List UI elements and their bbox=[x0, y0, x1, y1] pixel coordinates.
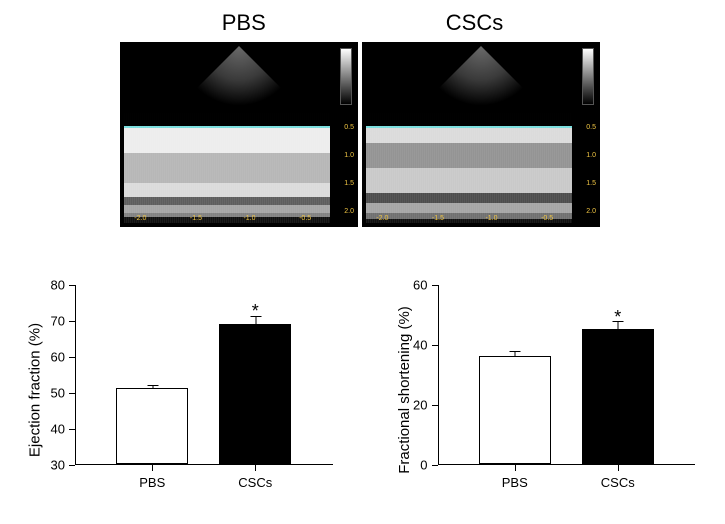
y-tick-label: 70 bbox=[51, 314, 65, 329]
y-tick-label: 60 bbox=[413, 278, 427, 293]
x-axis-line bbox=[438, 464, 696, 465]
grayscale-bar-icon bbox=[582, 48, 594, 105]
depth-tick: 1.5 bbox=[578, 180, 596, 187]
depth-tick: 1.0 bbox=[578, 152, 596, 159]
ejection-fraction-chart: Ejection fraction (%) 304050607080PBSCSC… bbox=[0, 275, 363, 505]
depth-tick: 0.5 bbox=[578, 124, 596, 131]
x-tick bbox=[152, 465, 153, 471]
x-axis-line bbox=[75, 464, 333, 465]
depth-scale: 0.5 1.0 1.5 2.0 bbox=[576, 110, 596, 223]
ultrasound-sector-icon bbox=[421, 46, 541, 106]
y-tick-label: 50 bbox=[51, 386, 65, 401]
echo-cscs-panel: 0.5 1.0 1.5 2.0 -2.0 -1.5 -1.0 -0.5 bbox=[362, 42, 600, 227]
significance-marker: * bbox=[614, 307, 621, 328]
y-tick bbox=[432, 465, 438, 466]
m-mode-trace bbox=[366, 113, 572, 223]
plot-area: 0204060PBSCSCs* bbox=[438, 285, 696, 465]
depth-tick: 1.5 bbox=[336, 180, 354, 187]
y-tick bbox=[69, 465, 75, 466]
time-tick: -0.5 bbox=[299, 215, 311, 222]
y-tick bbox=[69, 357, 75, 358]
time-tick: -1.0 bbox=[485, 215, 497, 222]
y-tick bbox=[69, 393, 75, 394]
echo-pbs-panel: 0.5 1.0 1.5 2.0 -2.0 -1.5 -1.0 -0.5 bbox=[120, 42, 358, 227]
time-tick: -0.5 bbox=[541, 215, 553, 222]
m-mode-trace bbox=[124, 113, 330, 223]
time-tick: -1.5 bbox=[190, 215, 202, 222]
x-tick-label: CSCs bbox=[601, 475, 635, 490]
depth-tick: 2.0 bbox=[578, 208, 596, 215]
x-tick bbox=[515, 465, 516, 471]
y-tick bbox=[432, 285, 438, 286]
y-tick bbox=[69, 285, 75, 286]
y-tick-label: 40 bbox=[51, 422, 65, 437]
label-cscs: CSCs bbox=[446, 10, 503, 36]
y-tick bbox=[69, 321, 75, 322]
label-pbs: PBS bbox=[222, 10, 266, 36]
x-tick-label: PBS bbox=[502, 475, 528, 490]
y-tick-label: 20 bbox=[413, 398, 427, 413]
y-tick-label: 60 bbox=[51, 350, 65, 365]
error-bar bbox=[152, 385, 153, 389]
panel-header-labels: PBS CSCs bbox=[0, 10, 725, 36]
y-tick bbox=[432, 345, 438, 346]
x-tick-label: PBS bbox=[139, 475, 165, 490]
plot-area: 304050607080PBSCSCs* bbox=[75, 285, 333, 465]
y-tick-label: 0 bbox=[420, 458, 427, 473]
figure-page: PBS CSCs 0.5 1.0 1.5 2.0 -2.0 -1.5 -1.0 … bbox=[0, 0, 725, 524]
significance-marker: * bbox=[252, 301, 259, 322]
fractional-shortening-chart: Fractional shortening (%) 0204060PBSCSCs… bbox=[363, 275, 725, 505]
y-axis-line bbox=[75, 285, 76, 465]
grayscale-bar-icon bbox=[340, 48, 352, 105]
y-tick bbox=[432, 405, 438, 406]
depth-tick: 2.0 bbox=[336, 208, 354, 215]
time-tick: -1.5 bbox=[432, 215, 444, 222]
x-tick-label: CSCs bbox=[238, 475, 272, 490]
time-tick: -2.0 bbox=[134, 215, 146, 222]
time-tick: -2.0 bbox=[376, 215, 388, 222]
ultrasound-sector-icon bbox=[179, 46, 299, 106]
x-tick bbox=[618, 465, 619, 471]
y-axis-label: Ejection fraction (%) bbox=[26, 323, 43, 457]
y-tick-label: 80 bbox=[51, 278, 65, 293]
y-tick-label: 40 bbox=[413, 338, 427, 353]
time-tick: -1.0 bbox=[243, 215, 255, 222]
depth-tick: 1.0 bbox=[336, 152, 354, 159]
y-tick bbox=[69, 429, 75, 430]
time-axis: -2.0 -1.5 -1.0 -0.5 bbox=[124, 217, 330, 227]
y-axis-line bbox=[438, 285, 439, 465]
y-tick-label: 30 bbox=[51, 458, 65, 473]
y-axis-label: Fractional shortening (%) bbox=[396, 306, 413, 474]
time-axis: -2.0 -1.5 -1.0 -0.5 bbox=[366, 217, 572, 227]
error-bar bbox=[515, 351, 516, 357]
depth-scale: 0.5 1.0 1.5 2.0 bbox=[334, 110, 354, 223]
x-tick bbox=[255, 465, 256, 471]
depth-tick: 0.5 bbox=[336, 124, 354, 131]
echo-image-row: 0.5 1.0 1.5 2.0 -2.0 -1.5 -1.0 -0.5 0.5 … bbox=[120, 42, 600, 227]
bar-charts-row: Ejection fraction (%) 304050607080PBSCSC… bbox=[0, 275, 725, 505]
